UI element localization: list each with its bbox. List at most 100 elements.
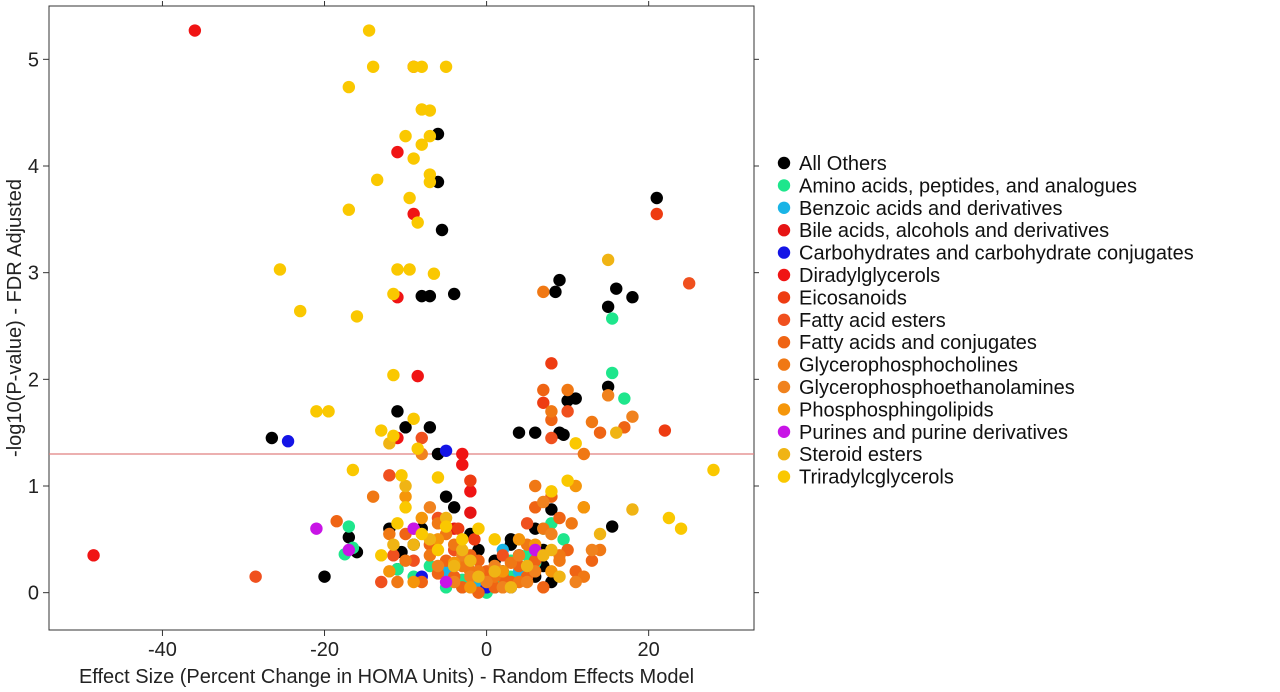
- data-point: [423, 129, 437, 143]
- data-point: [375, 424, 388, 437]
- data-point: [330, 515, 343, 528]
- data-point: [561, 405, 574, 418]
- data-point: [464, 581, 477, 594]
- data-point: [520, 575, 534, 589]
- data-point: [423, 421, 437, 434]
- data-point: [456, 533, 469, 546]
- y-axis-title: -log10(P-value) - FDR Adjusted: [4, 179, 26, 457]
- data-point: [569, 575, 582, 589]
- data-point: [512, 533, 526, 546]
- legend-marker: [777, 268, 791, 282]
- legend-label: All Others: [799, 153, 887, 175]
- data-point: [650, 207, 663, 221]
- data-point: [431, 471, 445, 484]
- data-point: [545, 413, 558, 427]
- legend-label: Triradylcglycerols: [799, 467, 954, 489]
- data-point: [447, 287, 461, 301]
- data-point: [387, 549, 400, 562]
- legend-marker: [777, 336, 791, 349]
- legend-marker: [777, 201, 791, 214]
- data-point: [399, 501, 412, 514]
- data-point: [626, 410, 639, 423]
- data-point: [375, 549, 388, 562]
- legend-label: Fatty acid esters: [799, 310, 946, 332]
- data-point: [439, 520, 453, 533]
- legend-marker: [777, 358, 791, 371]
- data-point: [577, 447, 591, 461]
- data-point: [605, 366, 619, 380]
- data-point: [383, 565, 396, 578]
- data-point: [370, 173, 384, 187]
- data-point: [415, 60, 428, 73]
- data-point: [375, 575, 388, 589]
- data-point: [512, 426, 526, 439]
- data-point: [610, 426, 623, 439]
- data-point: [577, 501, 591, 514]
- data-point: [545, 357, 558, 370]
- data-point: [520, 559, 534, 573]
- data-point: [662, 511, 676, 525]
- data-point: [407, 538, 420, 551]
- y-tick-label: 4: [28, 156, 39, 178]
- legend-marker: [777, 403, 791, 416]
- data-point: [626, 503, 639, 516]
- data-point: [682, 277, 696, 290]
- data-point: [391, 263, 404, 276]
- data-point: [415, 431, 428, 445]
- data-point: [342, 80, 356, 94]
- data-point: [415, 511, 428, 525]
- data-point: [403, 263, 416, 276]
- data-point: [557, 533, 570, 546]
- data-point: [399, 129, 412, 143]
- data-point: [585, 543, 599, 557]
- data-point: [350, 310, 364, 323]
- data-point: [310, 522, 323, 535]
- data-point: [281, 435, 295, 448]
- data-point: [399, 479, 412, 493]
- data-point: [545, 503, 558, 516]
- data-point: [366, 60, 380, 73]
- data-point: [553, 570, 566, 583]
- legend-label: Purines and purine derivatives: [799, 422, 1068, 444]
- legend-marker: [777, 246, 791, 259]
- data-point: [553, 511, 566, 525]
- legend-label: Phosphosphingolipids: [799, 399, 994, 421]
- data-point: [415, 138, 428, 151]
- legend-marker: [777, 179, 791, 192]
- data-point: [342, 531, 356, 544]
- data-point: [593, 527, 607, 541]
- data-point: [427, 267, 441, 280]
- data-point: [464, 506, 477, 519]
- data-point: [601, 389, 615, 402]
- legend-marker: [777, 425, 791, 438]
- data-point: [387, 368, 400, 382]
- data-point: [423, 501, 437, 514]
- data-point: [472, 522, 485, 535]
- data-point: [674, 522, 688, 535]
- data-point: [188, 24, 202, 37]
- data-point: [439, 511, 453, 525]
- data-point: [585, 415, 599, 429]
- data-point: [545, 543, 558, 557]
- data-point: [403, 191, 416, 205]
- legend-label: Benzoic acids and derivatives: [799, 198, 1062, 220]
- data-point: [707, 463, 720, 477]
- data-point: [362, 24, 376, 37]
- data-point: [601, 300, 615, 313]
- data-point: [593, 426, 607, 439]
- data-point: [387, 287, 400, 301]
- data-point: [557, 428, 570, 441]
- data-point: [407, 412, 420, 425]
- data-point: [601, 380, 615, 393]
- legend-marker: [777, 380, 791, 394]
- data-point: [545, 485, 558, 498]
- legend-marker: [777, 291, 791, 304]
- y-tick-label: 0: [28, 583, 39, 605]
- legend-label: Glycerophosphocholines: [799, 355, 1018, 377]
- data-point: [650, 191, 663, 205]
- legend-marker: [777, 156, 791, 170]
- data-point: [549, 285, 562, 299]
- data-point: [423, 104, 437, 117]
- legend-label: Diradylglycerols: [799, 265, 940, 287]
- data-point: [342, 520, 356, 533]
